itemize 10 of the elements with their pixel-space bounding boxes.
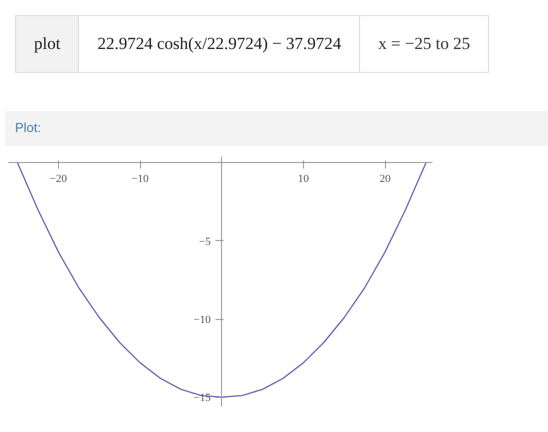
text: x = −25 to 25 [360, 16, 489, 73]
x-tick-label: −20 [50, 172, 68, 185]
text: plot [16, 16, 79, 73]
y-tick-label: −5 [199, 236, 212, 248]
x-tick-label: 10 [298, 172, 310, 185]
y-tick-label: −10 [194, 314, 212, 326]
x-tick-label: 20 [380, 172, 392, 185]
text: 22.9724 cosh(x/22.9724) − 37.9724 [78, 16, 360, 73]
x-tick-label: −10 [131, 172, 150, 185]
chart-title: Plot: [5, 111, 548, 146]
